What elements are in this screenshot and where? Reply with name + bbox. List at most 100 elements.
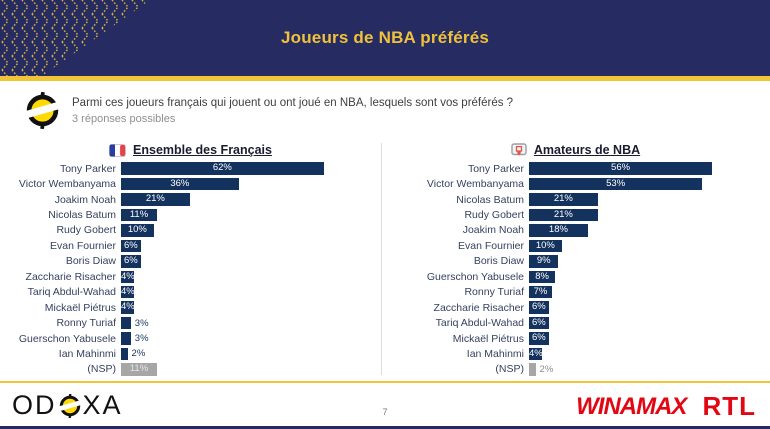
chart-rows: Tony Parker 62% Victor Wembanyama 36% Joakim… — [0, 161, 381, 377]
charts-area: Ensemble des Français Tony Parker 62% Vict… — [0, 139, 770, 379]
bar-track: 2% — [529, 363, 770, 376]
bar-value-label: 6% — [531, 301, 546, 313]
bar-value-label: 6% — [123, 239, 138, 251]
value-bar: 4% — [121, 301, 135, 314]
chart-row: Boris Diaw 6% — [0, 254, 381, 269]
chart-title: Ensemble des Français — [133, 143, 272, 157]
chart-row: Tariq Abdul-Wahad 6% — [381, 315, 770, 330]
bar-category-label: (NSP) — [495, 363, 524, 376]
bar-category-label: Joakim Noah — [462, 224, 524, 237]
chart-row: Joakim Noah 18% — [381, 223, 770, 238]
bar-track: 6% — [529, 316, 770, 330]
bar-category-label: Ronny Turiaf — [464, 286, 524, 299]
value-bar: 6% — [529, 332, 549, 345]
bar-value-label: 2% — [539, 363, 554, 375]
question-texts: Parmi ces joueurs français qui jouent ou… — [72, 92, 513, 125]
value-bar: 53% — [529, 177, 703, 191]
bar-category-label: Tony Parker — [59, 162, 116, 175]
chart-row: Evan Fournier 6% — [0, 238, 381, 253]
gold-divider-top — [0, 76, 770, 81]
bar-track: 6% — [121, 255, 381, 268]
chart-title-row: Amateurs de NBA — [381, 139, 770, 161]
bar-track: 18% — [529, 224, 770, 237]
bar-track: 4% — [529, 347, 770, 361]
bar-track: 62% — [121, 162, 381, 175]
bar-value-label: 9% — [536, 255, 551, 267]
winamax-logo: WINAMAX — [576, 392, 687, 420]
gold-divider-bottom — [0, 381, 770, 383]
bar-category-label: Nicolas Batum — [456, 193, 524, 206]
bar-value-label: 10% — [127, 224, 147, 236]
nsp-bar — [529, 363, 536, 376]
bar-track: 56% — [529, 162, 770, 175]
bar-track: 11% — [121, 363, 381, 376]
bar-category-label: Ronny Turiaf — [56, 317, 116, 330]
value-bar — [121, 347, 128, 361]
chart-title-row: Ensemble des Français — [0, 139, 381, 161]
bar-category-label: Tariq Abdul-Wahad — [27, 286, 116, 299]
bar-category-label: Zaccharie Risacher — [25, 270, 116, 283]
bar-value-label: 11% — [129, 363, 149, 375]
bar-value-label: 6% — [123, 255, 138, 267]
bar-category-label: Tony Parker — [467, 162, 524, 175]
value-bar: 11% — [121, 208, 157, 222]
bar-category-label: Tariq Abdul-Wahad — [435, 317, 524, 330]
value-bar: 6% — [529, 316, 549, 330]
header-banner: Joueurs de NBA préférés — [0, 0, 770, 76]
odoxa-logo: OD XA — [12, 390, 123, 421]
chart-row: Zaccharie Risacher 6% — [381, 300, 770, 315]
bar-category-label: Joakim Noah — [54, 193, 116, 206]
value-bar: 10% — [529, 239, 562, 253]
bar-track: 11% — [121, 208, 381, 222]
value-bar: 21% — [529, 193, 598, 206]
bar-track: 21% — [121, 193, 381, 206]
bar-value-label: 6% — [531, 332, 546, 344]
bar-track: 4% — [121, 285, 381, 299]
chart-row: Tony Parker 62% — [0, 161, 381, 176]
bar-track: 10% — [121, 224, 381, 237]
bar-value-label: 36% — [170, 177, 190, 189]
bar-value-label: 56% — [611, 162, 631, 174]
chart-row: Guerschon Yabusele 3% — [0, 331, 381, 346]
bar-category-label: Ian Mahinmi — [58, 347, 116, 360]
chart-row: Joakim Noah 21% — [0, 192, 381, 207]
chart-row: Victor Wembanyama 36% — [0, 176, 381, 191]
bar-track: 36% — [121, 177, 381, 191]
bar-value-label: 21% — [553, 208, 573, 220]
chart-row: Ian Mahinmi 2% — [0, 346, 381, 361]
bar-track: 7% — [529, 285, 770, 299]
odoxa-mark-icon — [24, 92, 61, 129]
odoxa-logo-left: OD — [12, 390, 57, 420]
bar-value-label: 8% — [535, 270, 549, 282]
value-bar: 9% — [529, 255, 559, 268]
bar-category-label: Victor Wembanyama — [18, 178, 116, 191]
bar-category-label: Evan Fournier — [50, 239, 116, 252]
bar-category-label: Boris Diaw — [65, 255, 116, 268]
france-flag-icon — [109, 143, 127, 157]
value-bar: 56% — [529, 162, 713, 175]
bar-value-label: 11% — [129, 208, 149, 220]
value-bar: 7% — [529, 285, 552, 299]
chart-row: Mickaël Piétrus 4% — [0, 300, 381, 315]
bar-track: 3% — [121, 316, 381, 330]
value-bar: 36% — [121, 177, 239, 191]
chart-row: Evan Fournier 10% — [381, 238, 770, 253]
bar-value-label: 18% — [548, 224, 568, 236]
bar-track: 2% — [121, 347, 381, 361]
bar-category-label: Victor Wembanyama — [426, 178, 524, 191]
chart-rows: Tony Parker 56% Victor Wembanyama 53% Nicola… — [381, 161, 770, 377]
brand-logos: WINAMAX RTL — [576, 391, 756, 422]
bar-value-label: 4% — [529, 347, 543, 359]
chart-row: Rudy Gobert 10% — [0, 223, 381, 238]
bar-value-label: 7% — [533, 285, 548, 297]
bar-category-label: Mickaël Piétrus — [44, 301, 116, 314]
chart-amateurs-de-nba: Amateurs de NBA Tony Parker 56% Victor Wem… — [381, 139, 770, 379]
bar-value-label: 3% — [134, 333, 149, 345]
bar-value-label: 3% — [134, 317, 149, 329]
bar-category-label: Mickaël Piétrus — [452, 332, 524, 345]
basketball-hoop-icon — [511, 142, 527, 155]
bar-category-label: Guerschon Yabusele — [18, 332, 116, 345]
value-bar: 4% — [121, 285, 135, 299]
chart-row: Tony Parker 56% — [381, 161, 770, 176]
bar-track: 21% — [529, 193, 770, 206]
